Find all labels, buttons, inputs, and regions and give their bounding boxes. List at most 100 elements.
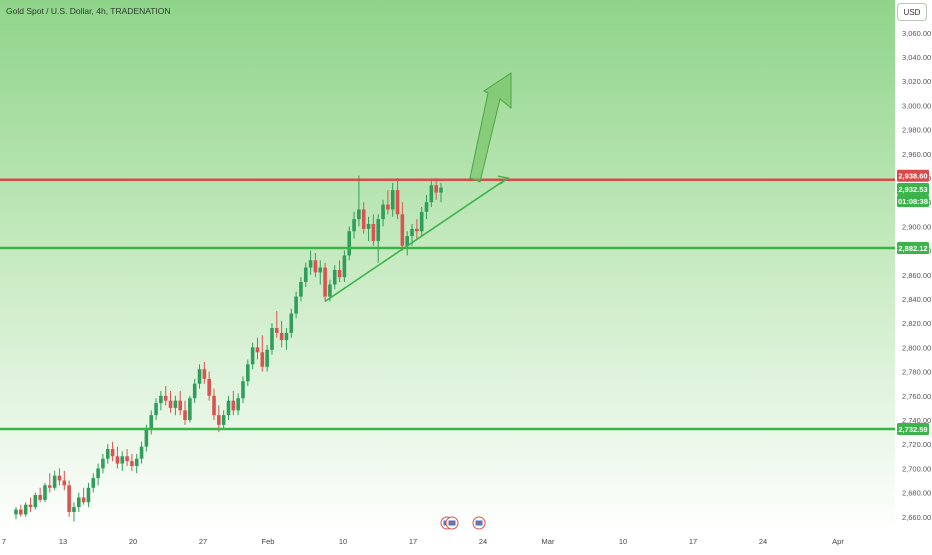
y-tick-label: 2,860.00: [902, 271, 931, 280]
candle-body: [86, 487, 91, 503]
candle-body: [323, 267, 327, 297]
price-scale-background: [895, 0, 932, 550]
event-markers[interactable]: [440, 516, 486, 530]
candle-body: [250, 347, 255, 365]
candle-body: [67, 485, 71, 512]
y-axis-ticks: 3,060.00 3,040.00 3,020.00 3,000.00 2,980.00…: [902, 29, 931, 522]
x-tick-label: 27: [199, 537, 207, 546]
candle-series: [14, 175, 443, 522]
price-labels: 2,938.60 2,932.53 01:08:38 2,882.12 2,732.59: [897, 169, 929, 435]
candle-body: [115, 456, 120, 464]
trend-line: [324, 178, 507, 303]
candle-body: [236, 398, 240, 411]
candle-body: [52, 475, 57, 488]
candle-body: [163, 395, 168, 401]
price-tag-text: 2,938.60: [898, 172, 927, 181]
candle-body: [19, 509, 23, 515]
candle-body: [57, 475, 62, 481]
candle-body: [371, 223, 376, 241]
y-tick-label: 2,660.00: [902, 513, 931, 522]
candle-body: [91, 478, 96, 488]
y-tick-label: 2,680.00: [902, 489, 931, 498]
candle-body: [43, 485, 47, 500]
candle-body: [38, 495, 42, 500]
price-tag: [897, 422, 929, 435]
x-tick-label: 17: [689, 537, 697, 546]
price-tag-text: 2,932.53: [898, 185, 927, 194]
candle-body: [405, 236, 409, 246]
candle-body: [313, 260, 318, 273]
x-tick-label: 20: [129, 537, 137, 546]
candle-body: [144, 429, 149, 447]
candle-body: [159, 395, 163, 404]
candle-body: [352, 219, 356, 232]
candle-body: [105, 449, 110, 459]
candle-body: [207, 378, 211, 396]
candle-body: [33, 495, 38, 508]
y-tick-label: 2,700.00: [902, 464, 931, 473]
candle-body: [342, 255, 347, 278]
candle-body: [14, 509, 18, 515]
candle-body: [192, 383, 197, 399]
price-tag-text: 2,882.12: [898, 244, 927, 253]
candle-body: [410, 228, 414, 237]
x-tick-label: Apr: [832, 537, 844, 546]
candle-body: [72, 507, 76, 512]
candle-body: [76, 497, 81, 508]
y-tick-label: 3,020.00: [902, 77, 931, 86]
price-tag: [897, 195, 929, 208]
y-tick-label: 3,000.00: [902, 101, 931, 110]
candle-body: [212, 395, 216, 416]
candle-body: [202, 369, 207, 379]
y-tick-label: 2,900.00: [902, 222, 931, 231]
x-tick-label: 7: [2, 537, 6, 546]
y-tick-label: 3,060.00: [902, 29, 931, 38]
candle-body: [419, 211, 424, 232]
plot-background: [0, 0, 895, 535]
candle-body: [328, 284, 332, 297]
candle-body: [284, 332, 289, 341]
candle-body: [154, 403, 158, 416]
price-tag: [897, 183, 929, 196]
y-tick-label: 2,960.00: [902, 150, 931, 159]
price-tag: [897, 242, 929, 255]
candle-body: [376, 219, 381, 241]
candle-body: [173, 400, 178, 408]
candle-body: [226, 400, 231, 416]
event-flag-icon[interactable]: [472, 516, 486, 530]
candle-body: [183, 410, 187, 420]
candle-body: [347, 231, 352, 256]
candle-body: [149, 415, 154, 430]
candle-body: [400, 214, 405, 246]
candle-body: [28, 504, 33, 508]
candle-body: [81, 497, 86, 503]
price-tag-text: 01:08:38: [898, 197, 928, 206]
symbol-title: Gold Spot / U.S. Dollar, 4h, TRADENATION: [6, 6, 171, 16]
candle-body: [246, 364, 250, 382]
candle-body: [255, 347, 260, 353]
candle-body: [48, 485, 52, 488]
candle-body: [337, 269, 342, 278]
candle-body: [366, 223, 371, 229]
x-tick-label: 17: [409, 537, 417, 546]
event-flag-icon[interactable]: [445, 516, 459, 530]
candle-body: [221, 415, 226, 425]
candle-body: [96, 468, 100, 479]
candle-body: [434, 185, 438, 193]
currency-button[interactable]: USD: [897, 3, 927, 21]
candle-body: [390, 190, 395, 210]
candle-body: [361, 209, 366, 229]
time-scale-background: [0, 535, 895, 550]
candle-body: [260, 352, 265, 367]
y-tick-label: 2,820.00: [902, 319, 931, 328]
drawing-lines[interactable]: [0, 72, 895, 431]
candle-body: [274, 328, 279, 333]
candle-body: [120, 456, 125, 464]
candle-body: [318, 267, 323, 273]
y-tick-label: 2,760.00: [902, 392, 931, 401]
candle-body: [429, 185, 434, 203]
candle-body: [265, 349, 269, 367]
candle-body: [279, 332, 284, 341]
